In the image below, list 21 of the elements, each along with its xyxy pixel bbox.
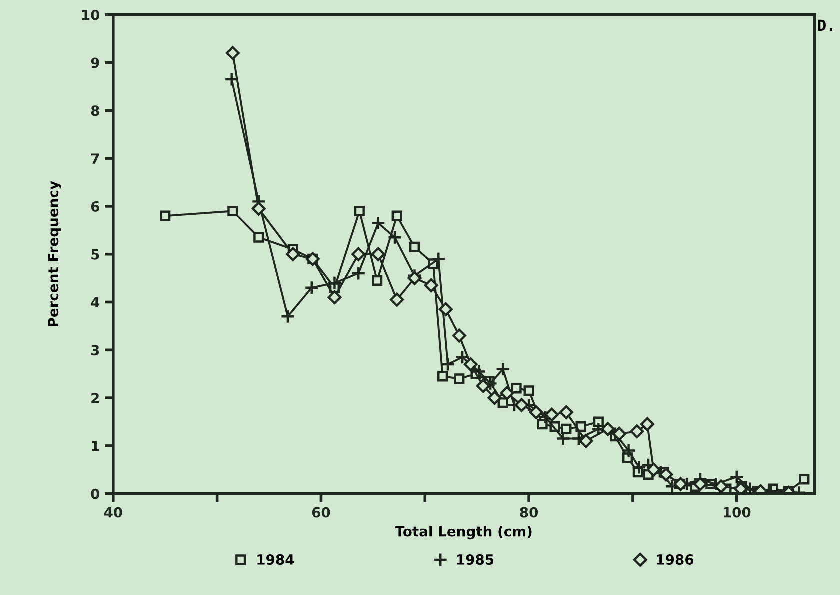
y-tick-label: 10 — [82, 10, 100, 20]
y-tick-label: 5 — [92, 250, 100, 260]
legend-label: 1985 — [457, 554, 494, 565]
x-tick-label: 100 — [724, 507, 751, 518]
legend-label: 1984 — [258, 554, 294, 565]
y-tick-label: 4 — [91, 297, 100, 308]
y-tick-label: 2 — [92, 393, 99, 404]
x-tick-label: 80 — [520, 507, 538, 518]
y-tick-label: 8 — [91, 106, 100, 116]
y-tick-label: 9 — [91, 58, 100, 68]
y-axis-title: Percent Frequency — [48, 181, 62, 326]
y-tick-label: 1 — [92, 441, 100, 452]
text: D. — [818, 20, 832, 31]
y-tick-label: 7 — [91, 154, 100, 164]
y-tick-label: 3 — [91, 345, 100, 356]
x-tick-label: 40 — [104, 507, 122, 518]
x-tick-label: 60 — [312, 507, 330, 518]
legend-label: 1986 — [657, 554, 694, 565]
y-tick-label: 6 — [91, 201, 100, 212]
x-axis-title: Total Length (cm) — [395, 526, 532, 540]
y-tick-label: 0 — [91, 488, 100, 500]
